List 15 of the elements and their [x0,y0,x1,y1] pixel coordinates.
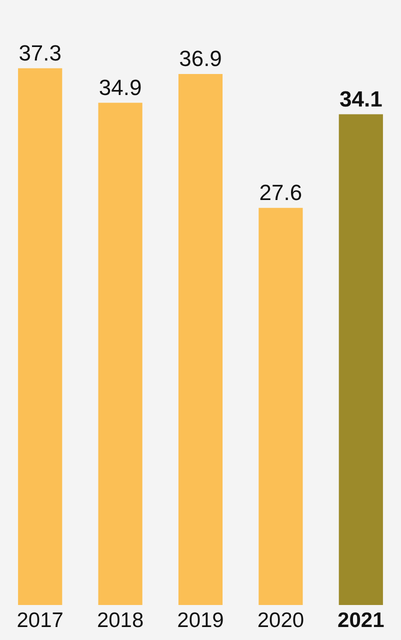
bar [338,114,383,605]
data-label: 27.6 [259,180,302,205]
x-tick-label: 2017 [16,609,64,632]
bar [258,208,303,605]
x-tick-label: 2021 [338,609,385,632]
x-tick-label: 2019 [177,609,224,632]
bar [178,74,223,605]
data-label: 36.9 [179,46,222,72]
bar [18,68,62,605]
data-label: 37.3 [18,40,62,66]
data-label: 34.1 [339,86,382,112]
x-tick-label: 2020 [257,609,304,632]
x-tick-label: 2018 [96,609,144,632]
bar [98,102,142,605]
data-label: 34.9 [98,74,142,100]
